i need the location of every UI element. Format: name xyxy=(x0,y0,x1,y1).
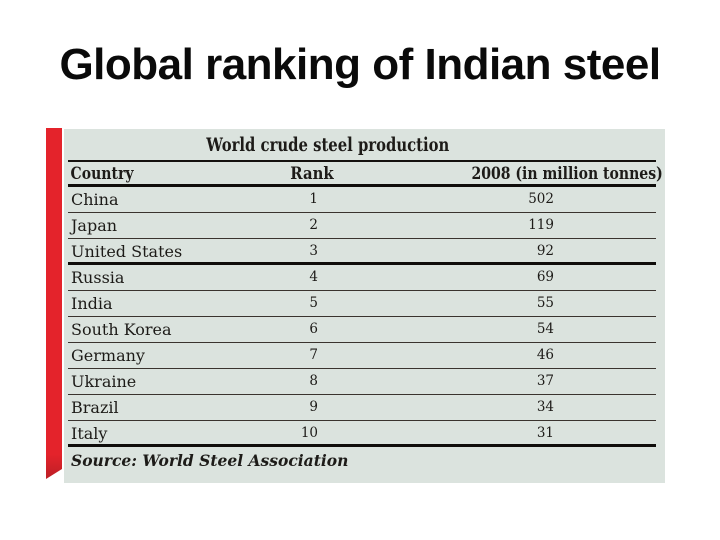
table-row: South Korea 6 54 xyxy=(68,317,656,343)
value-cell: 31 xyxy=(536,425,554,441)
table-row: Italy 10 31 xyxy=(68,421,656,447)
country-cell: Ukraine xyxy=(71,372,137,391)
column-header-rank: Rank xyxy=(290,164,334,183)
value-cell: 46 xyxy=(536,347,554,363)
country-cell: Japan xyxy=(71,216,118,235)
table-row: Japan 2 119 xyxy=(68,213,656,239)
country-cell: China xyxy=(71,190,119,209)
value-cell: 55 xyxy=(536,295,554,311)
column-header-country: Country xyxy=(70,164,134,183)
value-cell: 119 xyxy=(528,217,554,233)
rank-cell: 5 xyxy=(309,295,318,311)
country-cell: Russia xyxy=(71,268,125,287)
rank-cell: 2 xyxy=(309,217,318,233)
table-row: India 5 55 xyxy=(68,291,656,317)
column-header-2008: 2008 (in million tonnes) xyxy=(471,164,663,183)
country-cell: Germany xyxy=(71,346,145,365)
country-cell: South Korea xyxy=(71,320,172,339)
rank-cell: 10 xyxy=(300,425,318,441)
rank-cell: 8 xyxy=(309,373,318,389)
country-cell: United States xyxy=(71,242,183,261)
table-row: Germany 7 46 xyxy=(68,343,656,369)
table-header-row: Country Rank 2008 (in million tonnes) xyxy=(68,162,663,187)
table-inner: World crude steel production Country Ran… xyxy=(68,129,663,470)
table-row: Ukraine 8 37 xyxy=(68,369,656,395)
rank-cell: 3 xyxy=(309,243,318,259)
value-cell: 34 xyxy=(536,399,554,415)
rank-cell: 6 xyxy=(309,321,318,337)
country-cell: India xyxy=(71,294,113,313)
country-cell: Italy xyxy=(71,424,108,443)
value-cell: 54 xyxy=(536,321,554,337)
table-row: Russia 4 69 xyxy=(68,265,656,291)
rank-cell: 7 xyxy=(309,347,318,363)
table-title: World crude steel production xyxy=(206,134,450,156)
value-cell: 37 xyxy=(536,373,554,389)
rank-cell: 9 xyxy=(309,399,318,415)
table-row: China 1 502 xyxy=(68,187,656,213)
steel-production-table: World crude steel production Country Ran… xyxy=(64,129,665,483)
rank-cell: 4 xyxy=(309,269,318,285)
table-row: Brazil 9 34 xyxy=(68,395,656,421)
slide-title: Global ranking of Indian steel xyxy=(59,40,661,89)
rank-cell: 1 xyxy=(309,191,318,207)
value-cell: 92 xyxy=(536,243,554,259)
value-cell: 69 xyxy=(536,269,554,285)
value-cell: 502 xyxy=(528,191,554,207)
table-row: United States 3 92 xyxy=(68,239,656,265)
table-title-row: World crude steel production xyxy=(68,129,656,162)
red-ribbon-accent xyxy=(46,128,62,479)
table-source: Source: World Steel Association xyxy=(71,451,349,470)
country-cell: Brazil xyxy=(71,398,119,417)
